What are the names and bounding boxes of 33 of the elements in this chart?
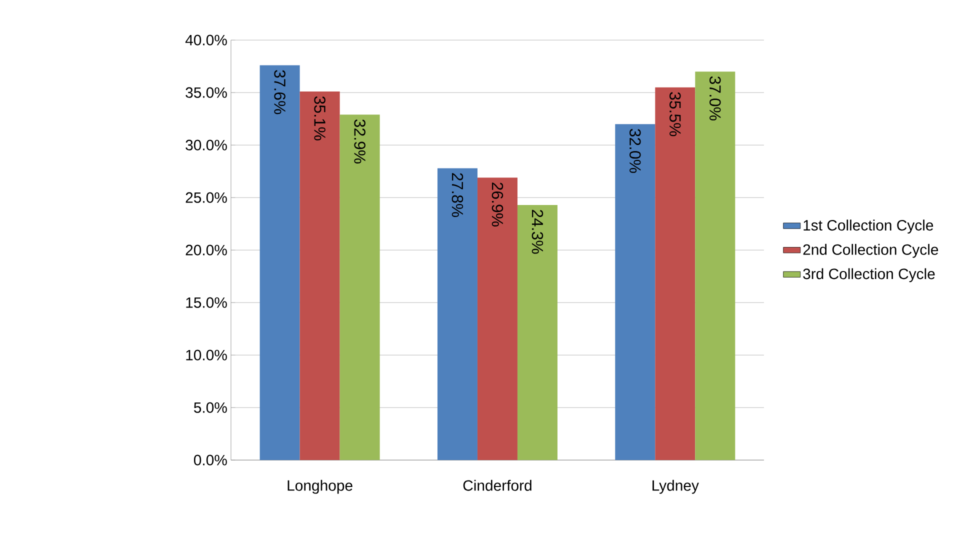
y-tick-label: 40.0% [185,34,227,46]
bar [260,65,300,460]
data-label: 26.9% [492,182,504,226]
x-tick-label: Cinderford [463,480,532,491]
y-tick-label: 35.0% [186,87,227,98]
y-tick-label: 5.0% [194,402,227,413]
bar [695,72,736,460]
data-label: 32.9% [354,119,366,164]
legend-label: 2nd Collection Cycle [803,244,938,258]
data-label: 37.6% [274,70,286,114]
bar [340,114,380,460]
bar [300,92,340,460]
bar [517,204,558,460]
bar [615,124,656,460]
x-tick-label: Longhope [288,480,352,494]
data-label: 24.3% [532,210,544,254]
y-tick-label: 30.0% [186,140,227,150]
y-tick-label: 10.0% [186,350,227,360]
data-label: 37.0% [710,76,721,120]
y-tick-label: 0.0% [194,454,227,466]
legend-label: 3rd Collection Cycle [803,268,935,282]
x-tick-label: Lydney [652,480,699,494]
data-label: 32.0% [630,128,641,173]
data-label: 27.8% [452,173,464,218]
legend-label: 1st Collection Cycle [804,220,934,234]
y-tick-label: 15.0% [186,297,227,308]
bar [437,168,478,460]
data-label: 35.5% [670,92,681,136]
y-tick-label: 25.0% [186,192,227,203]
y-tick-label: 20.0% [186,244,227,256]
bar [655,87,696,460]
data-label: 35.1% [314,96,326,140]
bar [477,178,518,460]
